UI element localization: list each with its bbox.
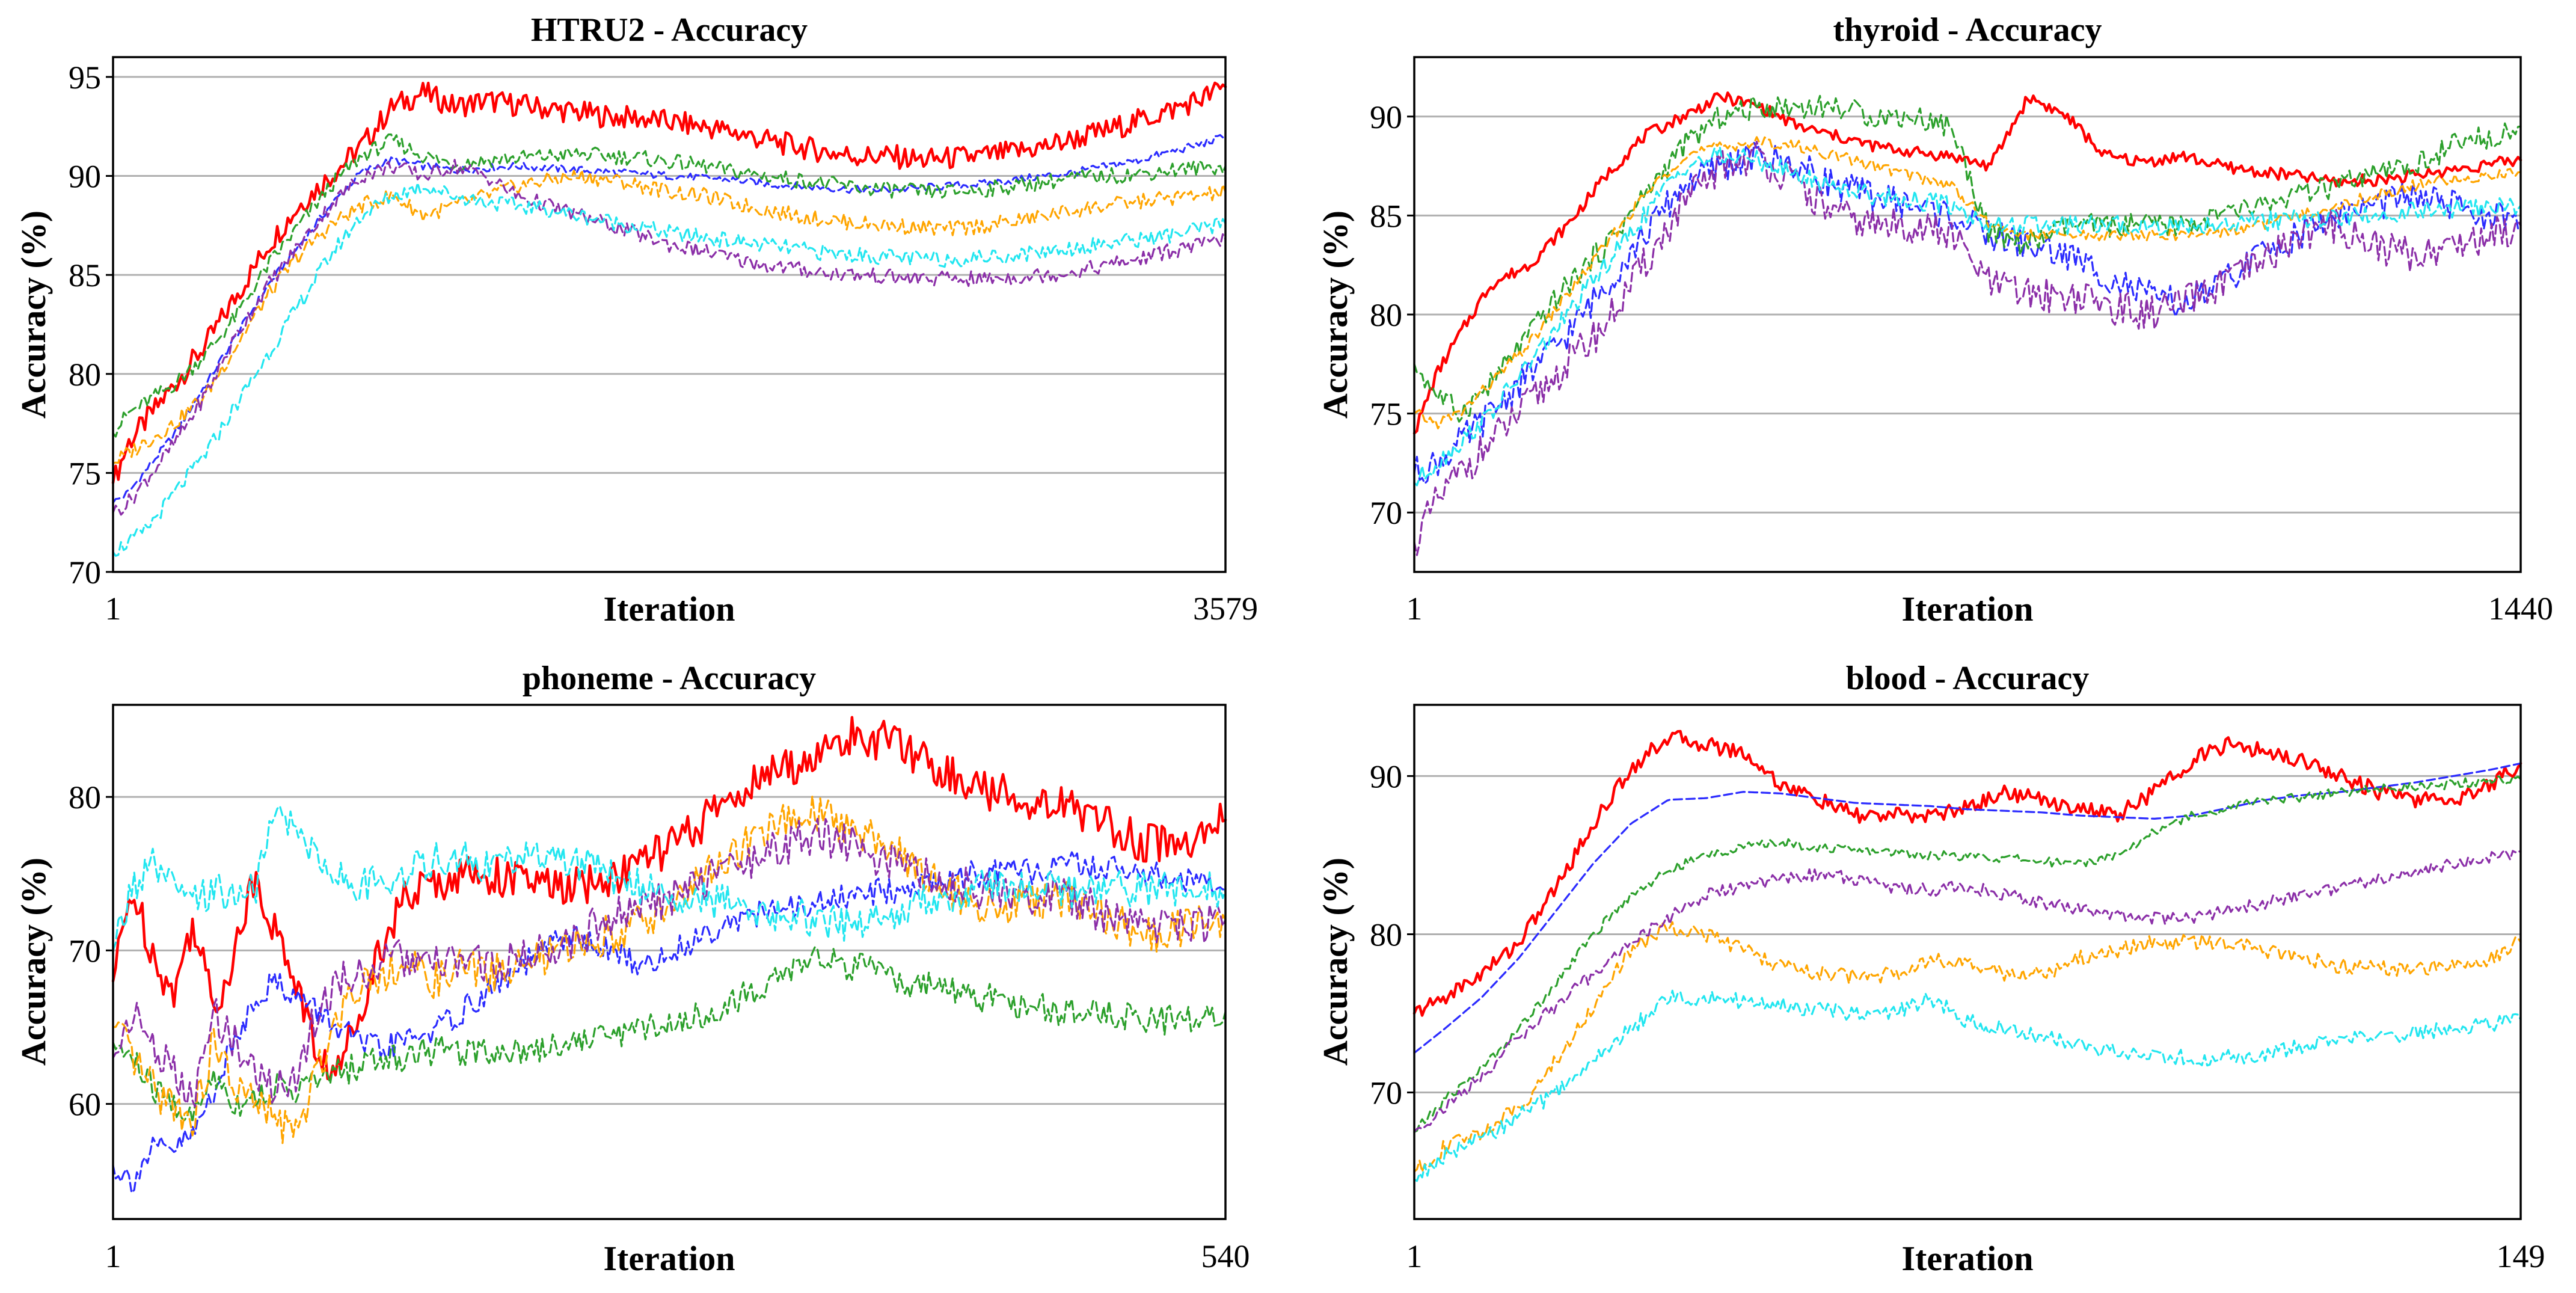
series-line-cyan xyxy=(1413,146,2522,487)
x-tick-label-end: 149 xyxy=(2497,1238,2545,1274)
series-line-purple xyxy=(112,159,1227,516)
chart-title: phoneme - Accuracy xyxy=(523,660,816,697)
series-line-blue xyxy=(1413,762,2522,1054)
series-line-cyan xyxy=(112,805,1227,951)
y-axis-label: Accuracy (%) xyxy=(14,210,53,419)
y-tick-label: 90 xyxy=(1370,99,1402,135)
series-line-orange xyxy=(112,169,1227,464)
series-line-red xyxy=(1412,729,2522,1017)
x-axis-label: Iteration xyxy=(603,589,735,628)
chart-title: thyroid - Accuracy xyxy=(1833,11,2102,49)
y-tick-label: 70 xyxy=(1370,495,1402,531)
x-tick-label-end: 3579 xyxy=(1193,591,1258,627)
x-tick-label-start: 1 xyxy=(1406,1238,1423,1274)
y-tick-label: 80 xyxy=(1370,297,1402,333)
series-line-green xyxy=(1413,94,2522,423)
y-tick-label: 95 xyxy=(69,60,101,96)
y-tick-label: 80 xyxy=(69,357,101,393)
y-tick-label: 60 xyxy=(69,1087,101,1123)
series-line-green xyxy=(112,133,1227,438)
chart-title: HTRU2 - Accuracy xyxy=(531,11,808,49)
plot-frame xyxy=(112,56,1227,573)
series-line-red xyxy=(1412,91,2522,435)
x-axis-label: Iteration xyxy=(603,1239,735,1278)
y-tick-label: 70 xyxy=(1370,1075,1402,1111)
y-tick-label: 75 xyxy=(69,455,101,491)
series-line-purple xyxy=(112,817,1227,1108)
series-line-purple xyxy=(1413,141,2522,556)
y-tick-label: 80 xyxy=(1370,917,1402,953)
series-line-blue xyxy=(112,134,1227,504)
x-axis-label: Iteration xyxy=(1901,1239,2033,1278)
series-line-blue xyxy=(112,851,1227,1194)
series-line-cyan xyxy=(1413,989,2522,1182)
plot-frame xyxy=(112,704,1227,1220)
series-line-red xyxy=(111,81,1227,485)
x-tick-label-start: 1 xyxy=(105,1238,121,1274)
chart-panel-htru2: HTRU2 - Accuracy 70 75 80 85 90 95 1 3579 Ite… xyxy=(14,11,1258,628)
y-tick-label: 85 xyxy=(1370,198,1402,234)
chart-panel-thyroid: thyroid - Accuracy 70 75 80 85 90 1 1440 Ite… xyxy=(1316,11,2553,628)
x-tick-label-end: 540 xyxy=(1201,1238,1250,1274)
x-tick-label-start: 1 xyxy=(1406,591,1423,627)
series-line-orange xyxy=(1413,136,2522,429)
x-axis-label: Iteration xyxy=(1901,589,2033,628)
series-line-blue xyxy=(1413,141,2522,485)
chart-panel-phoneme: phoneme - Accuracy 60 70 80 1 540 Iteratio… xyxy=(14,660,1250,1278)
series-line-green xyxy=(1413,775,2522,1133)
x-tick-label-start: 1 xyxy=(105,591,121,627)
y-tick-label: 90 xyxy=(69,159,101,195)
series-line-orange xyxy=(112,795,1227,1144)
plot-frame xyxy=(1413,704,2522,1220)
series-line-cyan xyxy=(112,182,1227,557)
x-tick-label-end: 1440 xyxy=(2488,591,2553,627)
y-axis-label: Accuracy (%) xyxy=(1316,210,1355,419)
y-tick-label: 80 xyxy=(69,779,101,815)
series-line-green xyxy=(112,946,1227,1123)
series-line-red xyxy=(111,716,1227,1081)
series-line-orange xyxy=(1413,921,2522,1173)
y-tick-label: 85 xyxy=(69,257,101,293)
y-tick-label: 70 xyxy=(69,933,101,969)
series-line-purple xyxy=(1413,849,2522,1133)
y-axis-label: Accuracy (%) xyxy=(14,858,53,1066)
y-axis-label: Accuracy (%) xyxy=(1316,858,1355,1066)
y-tick-label: 90 xyxy=(1370,758,1402,794)
chart-title: blood - Accuracy xyxy=(1846,660,2089,697)
y-tick-label: 70 xyxy=(69,554,101,591)
y-tick-label: 75 xyxy=(1370,396,1402,432)
